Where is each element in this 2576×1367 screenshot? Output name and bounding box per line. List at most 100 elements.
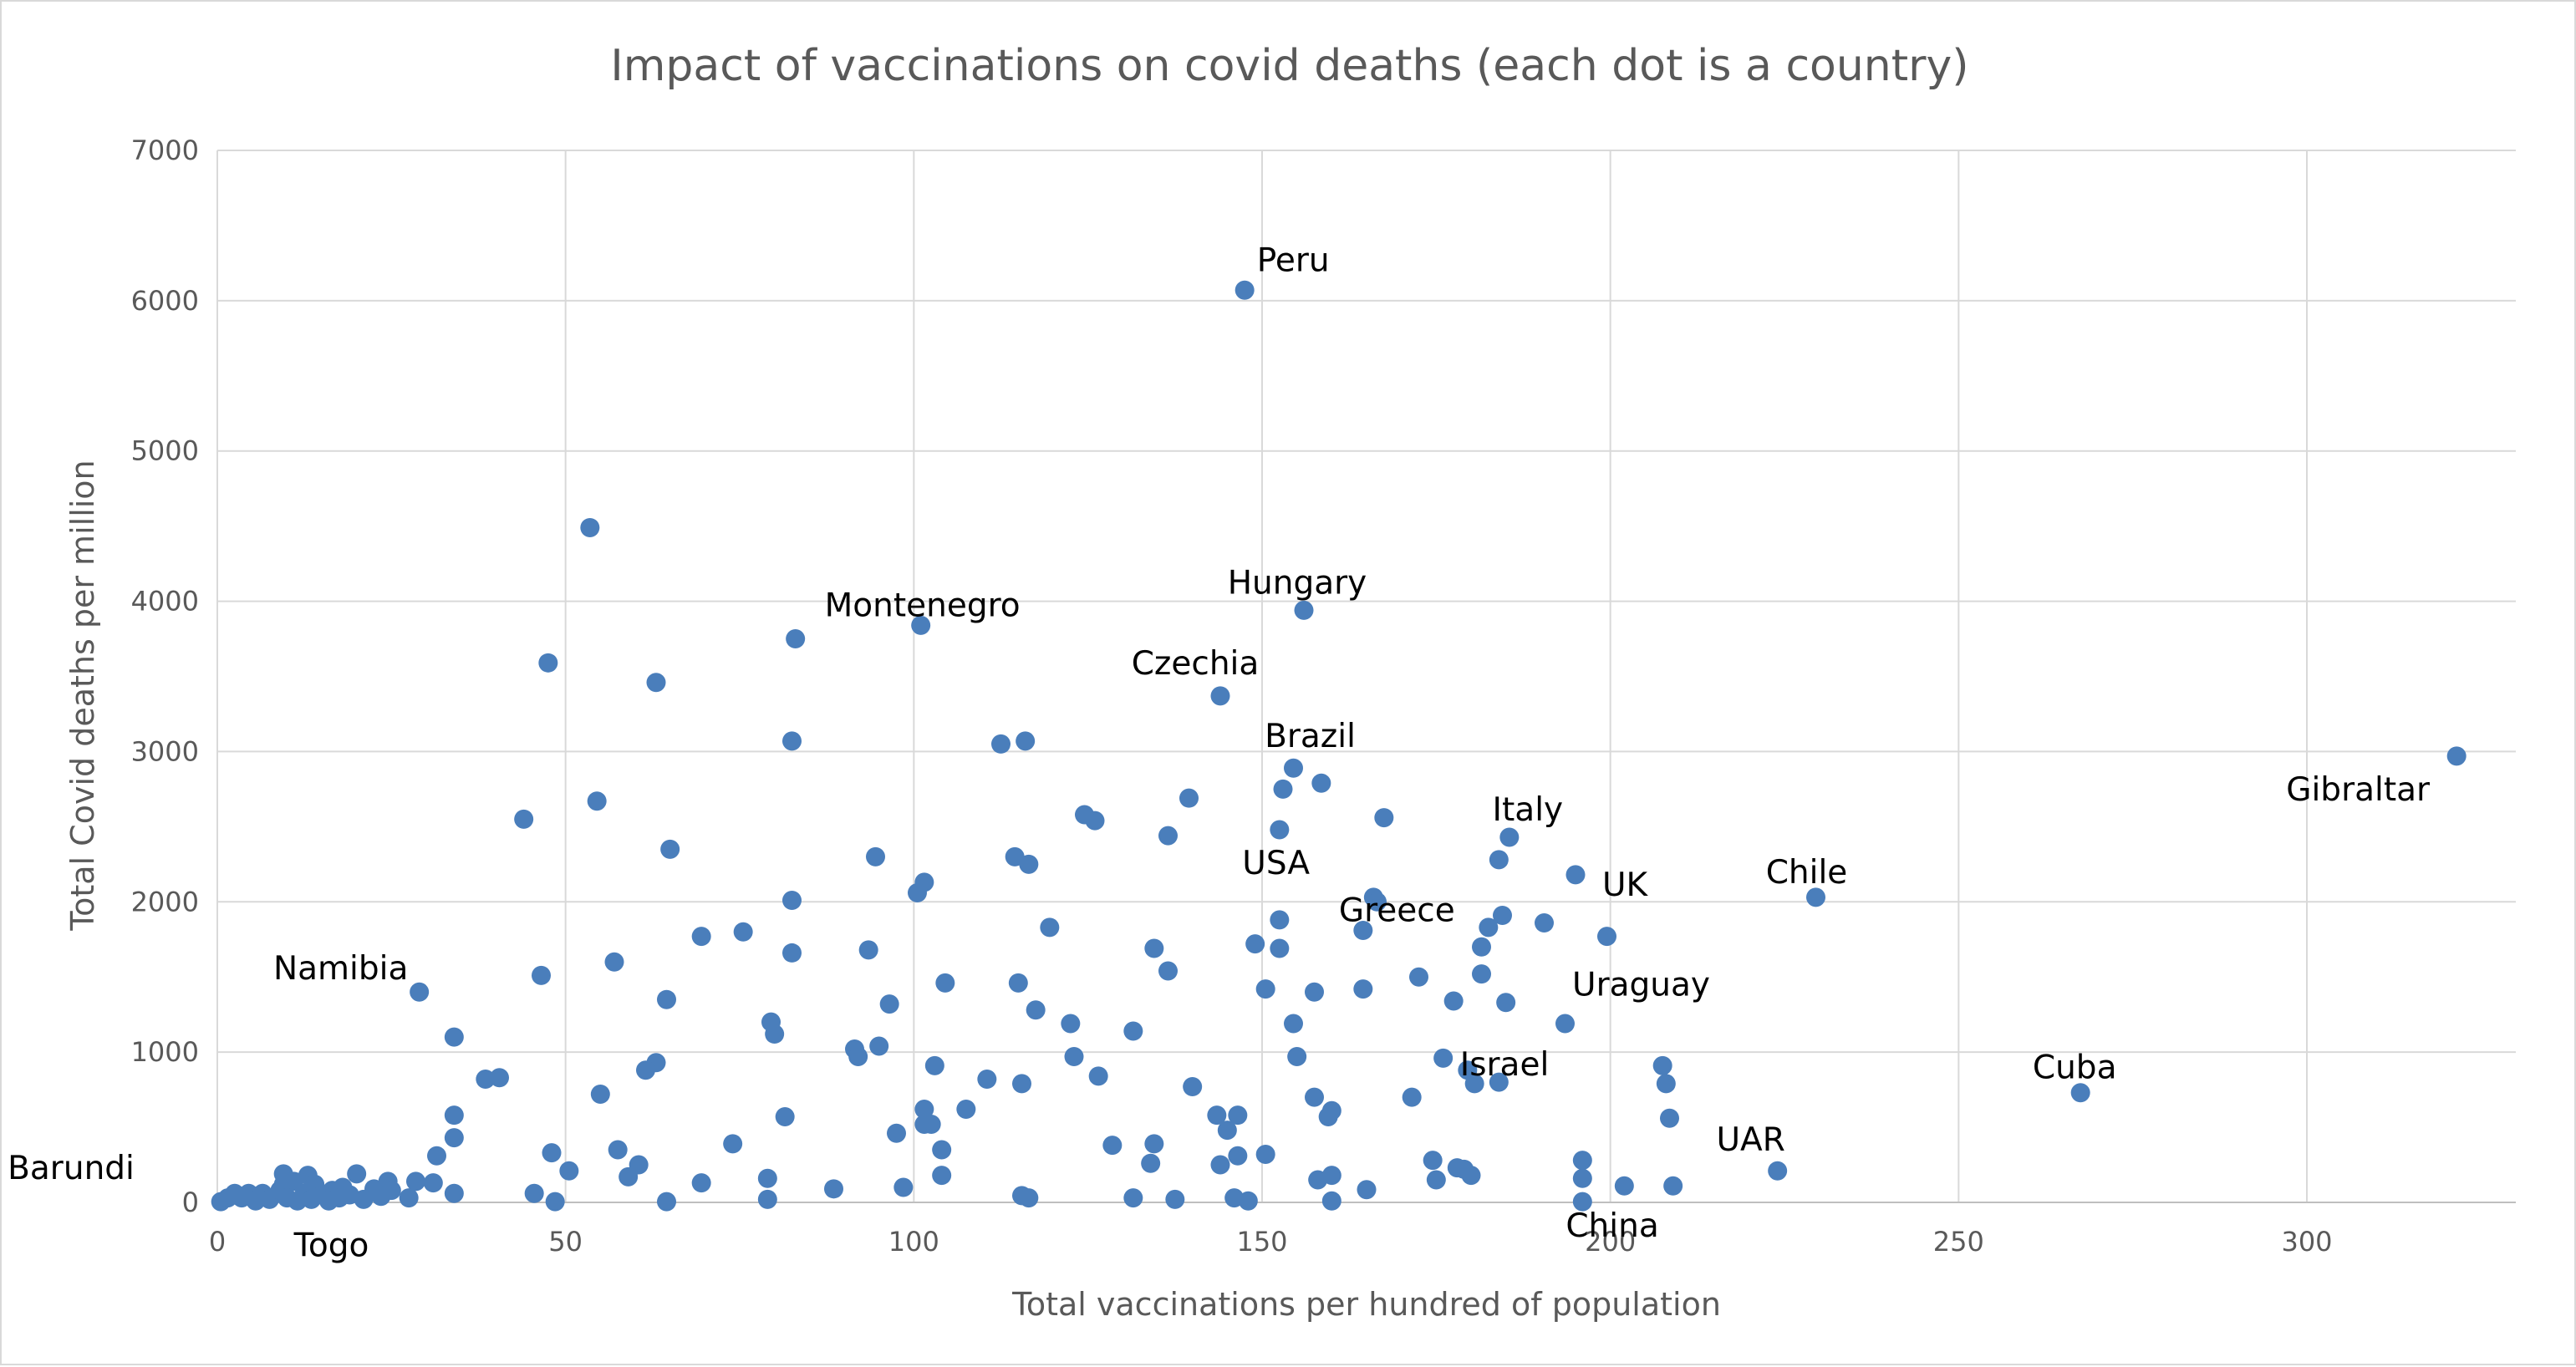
data-point (1461, 1166, 1481, 1186)
data-point (1088, 1066, 1108, 1086)
y-tick-label: 6000 (131, 285, 199, 317)
data-point (1158, 961, 1178, 981)
data-point (1026, 1000, 1046, 1020)
y-tick-label: 0 (182, 1187, 199, 1218)
data-point (1489, 1072, 1509, 1092)
data-point (691, 1173, 711, 1193)
data-point (782, 943, 802, 963)
data-point (590, 1085, 610, 1105)
data-point (1245, 934, 1265, 954)
data-point (914, 1099, 934, 1119)
data-point (1464, 1074, 1484, 1094)
data-point (1144, 1134, 1164, 1154)
data-point (410, 982, 430, 1002)
data-point (1806, 887, 1825, 907)
data-point (1402, 1087, 1422, 1107)
data-point (757, 1168, 777, 1188)
data-point (476, 1070, 496, 1090)
data-point (1228, 1105, 1248, 1126)
data-point (1499, 827, 1520, 847)
data-point (1235, 280, 1255, 300)
data-point (545, 1192, 565, 1212)
country-label: Namibia (273, 950, 408, 988)
country-label: Chile (1766, 854, 1848, 892)
data-point (1423, 1151, 1443, 1171)
data-point (1426, 1170, 1446, 1190)
data-point (869, 1036, 889, 1056)
data-point (1321, 1191, 1341, 1211)
data-point (1597, 927, 1616, 947)
data-point (347, 1164, 367, 1184)
data-point (1273, 779, 1293, 799)
data-point (1123, 1021, 1143, 1041)
data-point (887, 1123, 906, 1143)
data-point (1141, 1153, 1161, 1173)
data-point (723, 1134, 743, 1154)
data-point (1179, 788, 1199, 808)
country-label: Togo (293, 1227, 369, 1264)
data-point (1656, 1074, 1676, 1094)
country-label: Brazil (1265, 718, 1356, 755)
x-tick-label: 150 (1236, 1226, 1287, 1258)
data-point (1768, 1161, 1788, 1181)
data-point (444, 1105, 464, 1126)
data-point (1012, 1074, 1031, 1094)
y-tick-label: 4000 (131, 586, 199, 617)
data-point (991, 734, 1011, 754)
data-point (1102, 1136, 1123, 1156)
data-points (211, 280, 2467, 1212)
data-point (1183, 1077, 1203, 1097)
data-point (1353, 979, 1373, 999)
data-point (1123, 1188, 1143, 1208)
data-point (1305, 982, 1324, 1002)
data-point (1207, 1105, 1227, 1126)
country-label: China (1565, 1207, 1658, 1245)
data-point (1255, 979, 1275, 999)
data-point (444, 1183, 464, 1203)
data-point (371, 1187, 391, 1207)
data-point (935, 973, 955, 993)
data-point (1085, 811, 1105, 831)
data-point (1019, 854, 1039, 874)
data-point (1284, 758, 1303, 778)
data-point (514, 809, 534, 829)
data-point (538, 653, 558, 673)
country-label: UK (1602, 866, 1649, 904)
data-point (956, 1099, 976, 1119)
data-point (1433, 1048, 1453, 1068)
data-point (1294, 600, 1314, 620)
data-point (406, 1171, 425, 1192)
country-label: Uraguay (1572, 967, 1710, 1004)
data-point (757, 1189, 777, 1209)
data-point (1660, 1108, 1679, 1128)
y-axis-title: Total Covid deaths per million (64, 460, 101, 931)
data-point (1367, 892, 1387, 912)
data-point (1311, 773, 1331, 793)
data-point (1210, 1155, 1230, 1175)
data-point (1019, 1188, 1039, 1208)
data-point (1535, 912, 1554, 933)
data-point (1228, 1146, 1248, 1166)
data-point (1443, 991, 1464, 1011)
data-point (2446, 746, 2467, 766)
data-point (636, 1060, 655, 1080)
data-point (1489, 850, 1509, 870)
x-tick-label: 50 (548, 1226, 583, 1258)
data-point (786, 629, 806, 649)
data-point (1016, 731, 1036, 751)
country-label: Cuba (2033, 1049, 2117, 1087)
data-point (1284, 1014, 1303, 1034)
data-point (782, 890, 802, 910)
data-point (911, 615, 931, 635)
data-point (1008, 973, 1028, 993)
data-point (532, 965, 551, 985)
data-point (866, 846, 885, 866)
data-point (1061, 1014, 1081, 1034)
data-point (1270, 910, 1290, 930)
data-point (444, 1027, 464, 1047)
data-point (1572, 1168, 1592, 1188)
data-point (932, 1166, 952, 1186)
